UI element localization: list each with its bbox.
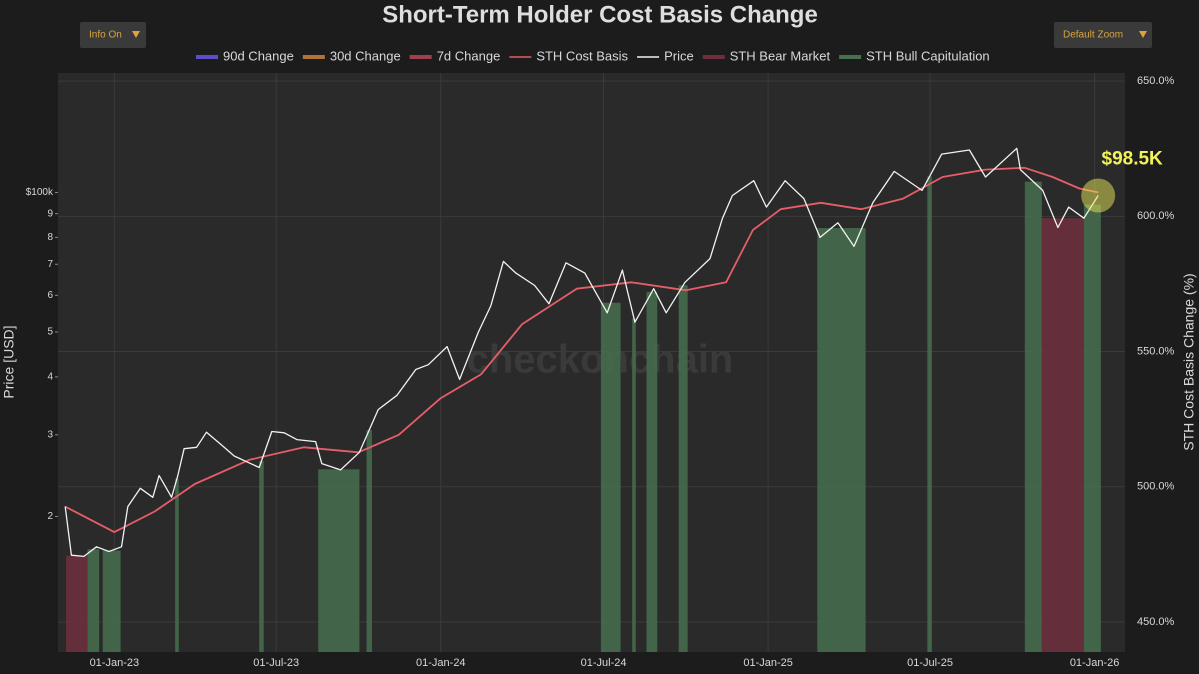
zoom-button-label[interactable]: Default Zoom	[1063, 30, 1123, 41]
y-tick-label: 9	[47, 208, 53, 219]
x-tick-label: 01-Jul-25	[907, 657, 953, 669]
y2-tick-label: 600.0%	[1137, 210, 1175, 222]
legend-swatch	[302, 55, 325, 59]
plot-area	[58, 73, 1125, 652]
x-tick-label: 01-Jan-25	[743, 657, 793, 669]
shade-region	[1083, 204, 1101, 652]
shade-region	[87, 549, 100, 652]
x-tick-label: 01-Jul-23	[253, 657, 299, 669]
annotation-label: $98.5K	[1102, 149, 1164, 170]
y-tick-label: 7	[47, 259, 53, 270]
legend-label: Price	[664, 48, 694, 63]
watermark: checkonchain	[467, 338, 734, 382]
shade-region	[678, 285, 688, 652]
legend-label: STH Cost Basis	[536, 48, 628, 63]
legend: 90d Change 30d Change 7d Change STH Cost Ba…	[196, 48, 990, 63]
y-tick-label: $100k	[26, 187, 54, 198]
zoom-button-bg[interactable]	[1054, 22, 1152, 48]
y-tick-label: 8	[47, 232, 53, 243]
chart-title: Short-Term Holder Cost Basis Change	[382, 1, 818, 28]
shade-region	[366, 429, 372, 652]
y2-axis-label: STH Cost Basis Change (%)	[1181, 273, 1197, 450]
shade-region	[632, 318, 636, 652]
legend-label: STH Bear Market	[730, 48, 831, 63]
shade-region	[66, 555, 88, 652]
info-button[interactable]: Info On	[80, 22, 146, 48]
shade-region	[600, 302, 621, 652]
y-tick-label: 6	[47, 290, 53, 301]
legend-swatch	[702, 55, 725, 59]
y2-tick-label: 500.0%	[1137, 481, 1175, 493]
zoom-button[interactable]: Default Zoom	[1054, 22, 1152, 48]
shade-region	[927, 176, 932, 652]
dropdown-arrow[interactable]	[1139, 31, 1147, 38]
shade-region	[646, 291, 658, 652]
line-series	[64, 147, 1099, 558]
shade-region	[1041, 218, 1084, 652]
grid	[58, 73, 1125, 652]
x-tick-label: 01-Jan-23	[90, 657, 140, 669]
info-button-bg[interactable]	[80, 22, 146, 48]
shade-region	[259, 461, 264, 652]
line-series	[64, 166, 1099, 533]
shade-region	[1024, 181, 1042, 653]
legend-label: 30d Change	[330, 48, 401, 63]
legend-swatch	[196, 55, 218, 59]
annotation-marker	[1081, 178, 1116, 213]
legend-label: 7d Change	[437, 48, 501, 63]
y2-tick-label: 650.0%	[1137, 75, 1175, 87]
legend-swatch	[409, 55, 432, 59]
y2-tick-label: 450.0%	[1137, 616, 1175, 628]
shade-region	[102, 550, 121, 652]
x-tick-label: 01-Jan-24	[416, 657, 466, 669]
shade-region	[318, 469, 360, 652]
legend-label: STH Bull Capitulation	[866, 48, 990, 63]
shade-region	[817, 228, 866, 652]
x-tick-label: 01-Jul-24	[581, 657, 627, 669]
y2-tick-label: 550.0%	[1137, 345, 1175, 357]
y-tick-label: 3	[47, 429, 53, 440]
y-tick-label: 4	[47, 372, 53, 383]
info-button-label[interactable]: Info On	[89, 30, 122, 41]
legend-swatch	[839, 55, 862, 59]
x-tick-label: 01-Jan-26	[1070, 657, 1120, 669]
shade-region	[175, 478, 179, 652]
legend-label: 90d Change	[223, 48, 294, 63]
dropdown-arrow[interactable]	[132, 31, 140, 38]
y-tick-label: 2	[47, 511, 53, 522]
y-tick-label: 5	[47, 327, 53, 338]
y-axis-label: Price [USD]	[1, 325, 17, 398]
